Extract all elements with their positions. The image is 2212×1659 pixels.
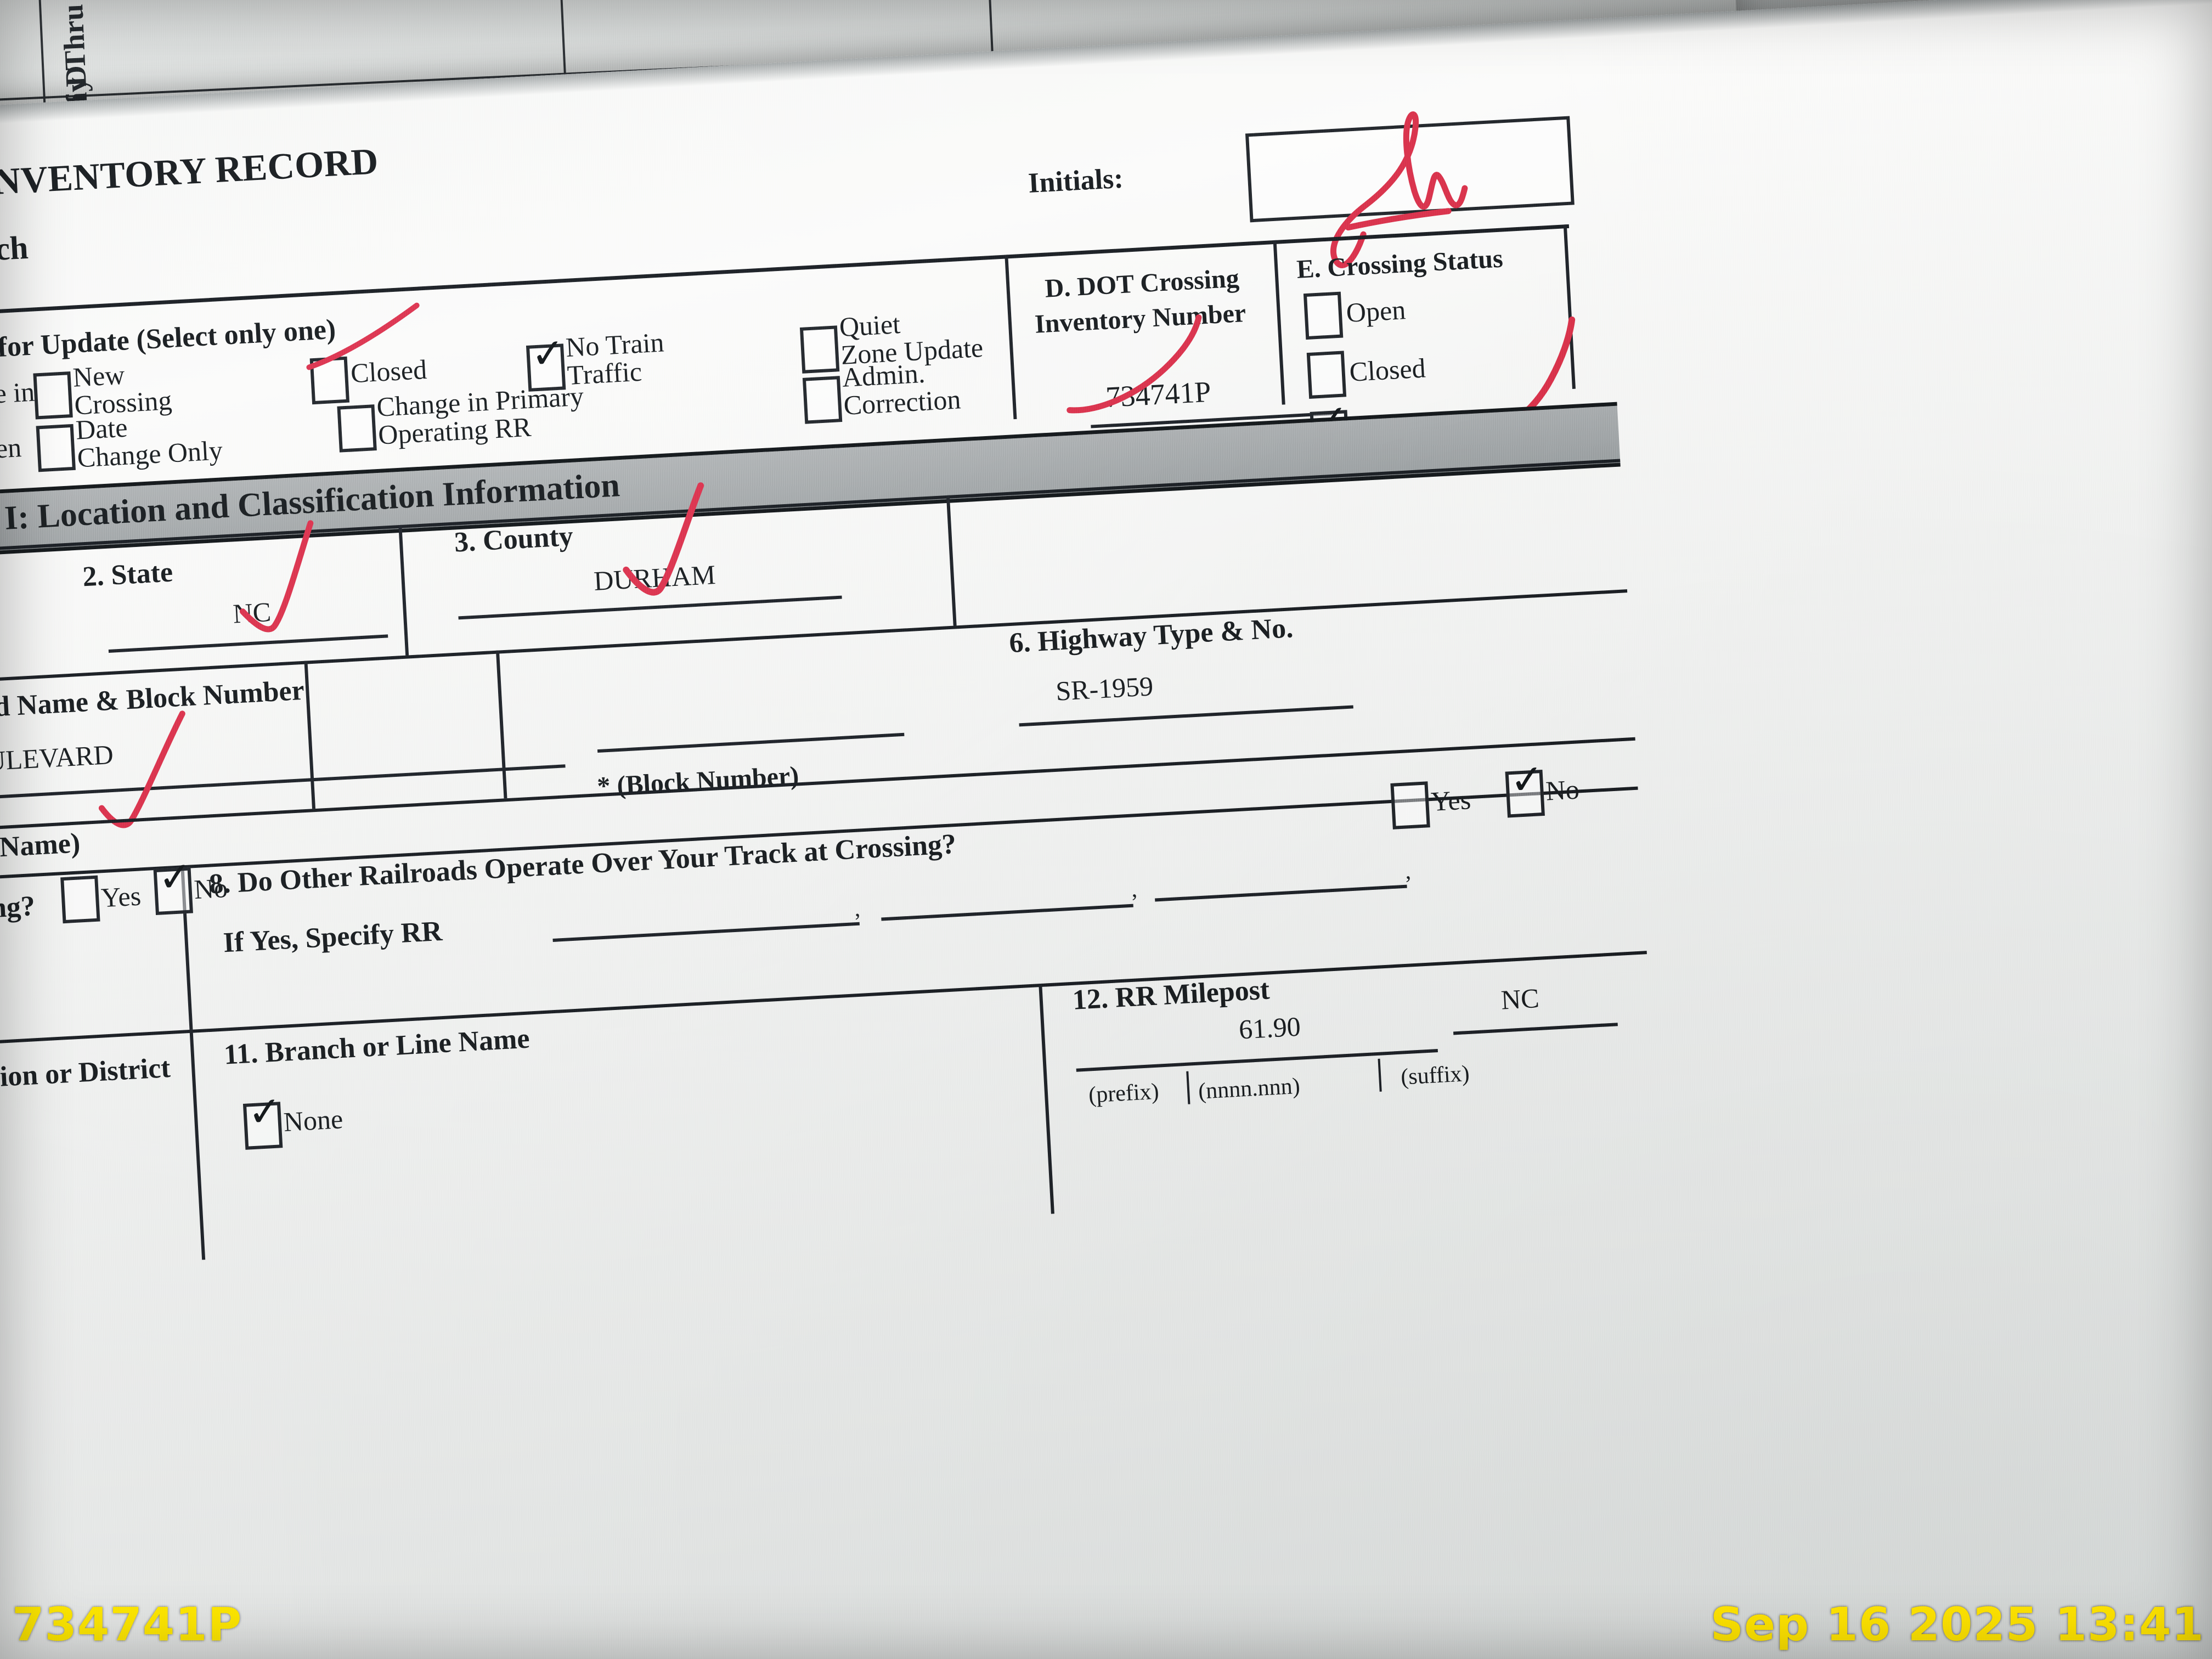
field-7-no-checkbox[interactable] xyxy=(153,867,193,916)
field-8-yes-checkbox[interactable] xyxy=(1390,781,1430,830)
crossing-status-open-checkbox[interactable] xyxy=(1303,291,1344,340)
crossing-status-open-label: Open xyxy=(1345,294,1407,329)
reason-option-quiet-zone-checkbox[interactable] xyxy=(799,325,840,374)
field-12-suffix-value: NC xyxy=(1500,982,1540,1015)
field-11-label: 11. Branch or Line Name xyxy=(223,1023,531,1071)
reason-option-date-change-label: Date Change Only xyxy=(75,411,224,473)
reason-option-change-primary-rr-label: Change in Primary Operating RR xyxy=(376,380,585,450)
pen-check-reason xyxy=(306,302,420,370)
reason-option-date-change-checkbox[interactable] xyxy=(36,424,76,472)
initials-label: Initials: xyxy=(1027,162,1124,200)
field-8-yes-label: Yes xyxy=(1430,784,1472,817)
field-10-label: sion or District xyxy=(0,1052,171,1093)
reason-option-change-primary-rr-checkbox[interactable] xyxy=(337,404,377,453)
reason-option-admin-correction-checkbox[interactable] xyxy=(802,376,843,424)
field-6-highway-value: SR-1959 xyxy=(1054,670,1154,707)
crossing-status-closed-checkbox[interactable] xyxy=(1306,351,1347,399)
field-8-no-label: No xyxy=(1545,774,1581,806)
field-7-label: ng? xyxy=(0,890,36,924)
field-2-state-label: 2. State xyxy=(82,556,174,593)
field-11-none-label: None xyxy=(283,1103,344,1137)
reason-option-open-label: Open xyxy=(0,432,22,466)
pen-check-county xyxy=(623,482,704,596)
field-3-county-label: 3. County xyxy=(453,520,574,558)
form-title: INVENTORY RECORD xyxy=(0,140,380,204)
initials-signature-pen-mark xyxy=(1330,111,1468,268)
field-12-hint-suffix: (suffix) xyxy=(1400,1061,1470,1090)
field-7-yes-label: Yes xyxy=(100,880,142,913)
overlay-crossing-id: 734741P xyxy=(12,1598,242,1651)
reason-option-admin-correction-label: Admin. Correction xyxy=(841,357,962,421)
pen-check-road-name xyxy=(98,710,185,828)
section-d-title-line1: D. DOT Crossing xyxy=(1044,263,1240,303)
field-8-specify-label: If Yes, Specify RR xyxy=(222,915,443,959)
field-5-block-number-label: * (Block Number) xyxy=(596,761,800,802)
field-7-yes-checkbox[interactable] xyxy=(60,875,100,924)
form-subtitle: nch xyxy=(0,229,30,268)
reason-option-new-crossing-checkbox[interactable] xyxy=(33,371,73,420)
reason-option-new-crossing-label: New Crossing xyxy=(72,359,173,421)
overlay-timestamp: Sep 16 2025 13:41 xyxy=(1710,1598,2204,1651)
field-8-no-checkbox[interactable] xyxy=(1505,769,1545,818)
field-12-hint-number: (nnnn.nnn) xyxy=(1198,1073,1301,1104)
field-8-label: 8. Do Other Railroads Operate Over Your … xyxy=(208,828,957,900)
field-6-label: 6. Highway Type & No. xyxy=(1008,612,1294,659)
pen-check-dot-number xyxy=(1066,314,1202,414)
field-5-sub-label: d Name) xyxy=(0,827,81,864)
crossing-status-closed-label: Closed xyxy=(1348,352,1426,387)
field-11-none-checkbox[interactable] xyxy=(242,1102,283,1150)
field-12-hint-prefix: (prefix) xyxy=(1088,1079,1160,1108)
pen-check-state xyxy=(239,520,314,633)
field-12-milepost-value: 61.90 xyxy=(1238,1011,1302,1045)
reason-option-0-label: ange ina xyxy=(0,376,36,411)
